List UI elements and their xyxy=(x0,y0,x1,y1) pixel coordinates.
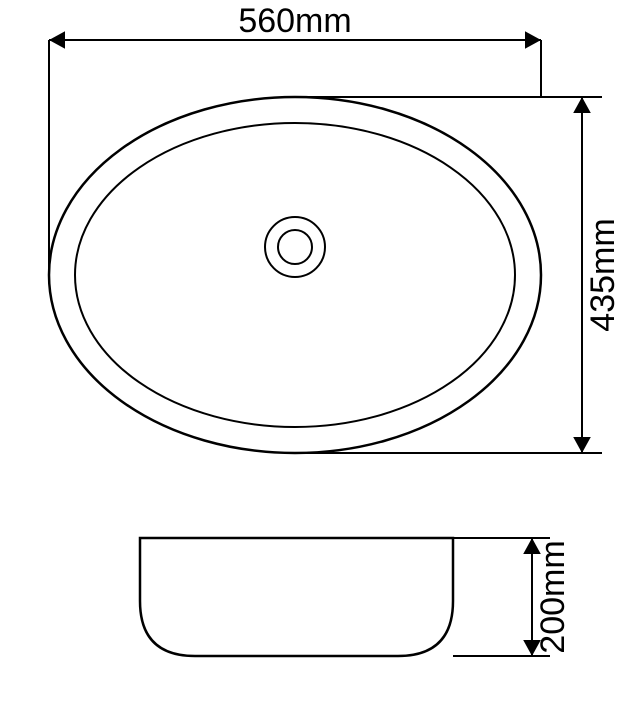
height-label: 435mm xyxy=(584,218,622,331)
basin-inner-rim xyxy=(75,123,515,427)
dimension-drawing: 560mm 435mm 200mm xyxy=(0,0,642,705)
top-view xyxy=(49,97,541,453)
drain-outer xyxy=(265,217,325,277)
depth-label: 200mm xyxy=(534,540,572,653)
side-view-profile xyxy=(140,538,453,656)
basin-outer-rim xyxy=(49,97,541,453)
drain-inner xyxy=(278,230,312,264)
width-label: 560mm xyxy=(238,2,351,40)
